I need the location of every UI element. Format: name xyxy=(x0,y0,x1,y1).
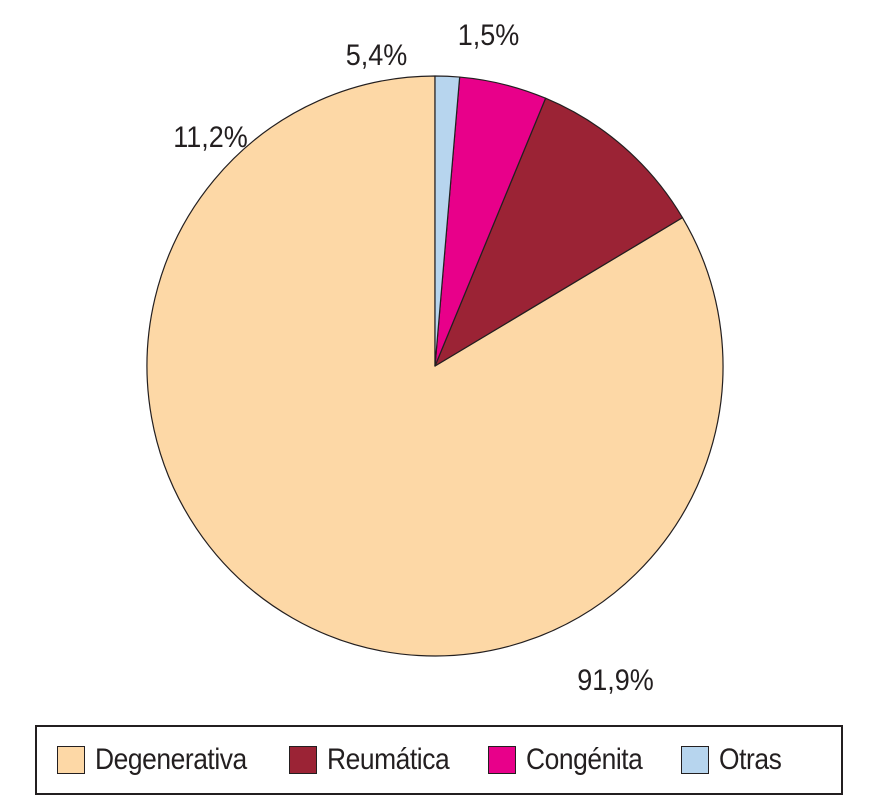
pie-slices xyxy=(146,75,724,657)
legend-item-otras: Otras xyxy=(680,743,790,777)
legend-label-reumatica: Reumática xyxy=(327,743,450,776)
pie-value-label-degenerativa: 91,9% xyxy=(577,664,653,698)
legend: Degenerativa Reumática Congénita Otras xyxy=(35,725,843,795)
pie-chart-svg: 91,9% 11,2% 5,4% 1,5% xyxy=(146,19,724,698)
legend-swatch-reumatica xyxy=(289,746,318,774)
pie-value-label-otras: 1,5% xyxy=(458,19,519,53)
legend-label-degenerativa: Degenerativa xyxy=(95,743,247,776)
legend-label-otras: Otras xyxy=(718,743,782,776)
pie-slice-reumatica xyxy=(434,97,684,367)
pie-slice-degenerativa xyxy=(146,75,724,657)
pie-value-label-reumatica: 11,2% xyxy=(173,121,248,155)
legend-label-congenita: Congénita xyxy=(526,743,643,776)
legend-swatch-congenita xyxy=(488,746,517,774)
legend-item-degenerativa: Degenerativa xyxy=(57,743,267,777)
pie-value-label-congenita: 5,4% xyxy=(346,39,407,73)
legend-swatch-degenerativa xyxy=(57,746,85,774)
legend-swatch-otras xyxy=(680,746,709,774)
legend-item-reumatica: Reumática xyxy=(289,743,466,777)
legend-item-congenita: Congénita xyxy=(488,743,658,777)
pie-slice-otras xyxy=(434,75,461,367)
pie-labels: 91,9% 11,2% 5,4% 1,5% xyxy=(173,19,653,698)
